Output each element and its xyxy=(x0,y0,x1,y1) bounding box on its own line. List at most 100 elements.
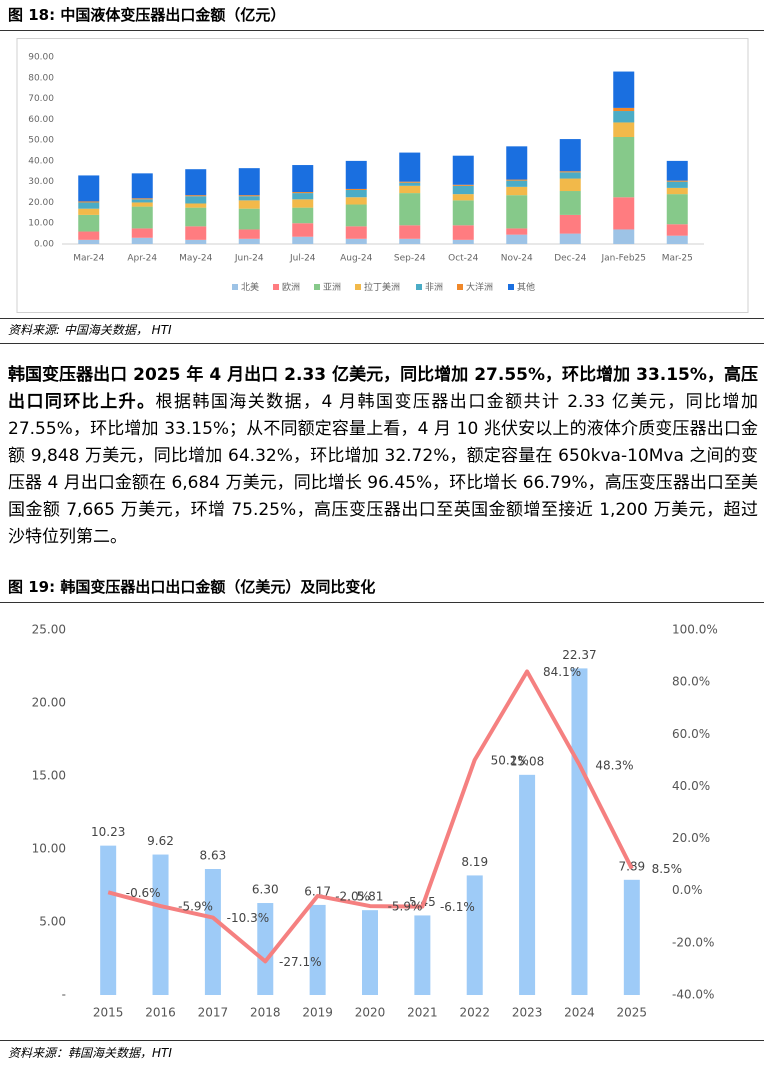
bar-segment xyxy=(78,202,100,209)
data-label: 22.37 xyxy=(562,648,596,662)
bar-segment xyxy=(666,187,688,195)
body-text: 根据韩国海关数据，4 月韩国变压器出口金额共计 2.33 亿美元，同比增加 27… xyxy=(8,392,758,547)
bar-segment xyxy=(238,200,260,209)
bar-segment xyxy=(238,168,260,196)
rule xyxy=(0,30,764,31)
x-tick-label: Aug-24 xyxy=(340,254,373,264)
bar-segment xyxy=(292,199,314,208)
bar-segment xyxy=(559,172,581,179)
data-label: -6.1% xyxy=(440,900,475,914)
bar-segment xyxy=(559,214,581,234)
bar-segment xyxy=(399,185,421,194)
x-tick-label: Sep-24 xyxy=(394,254,426,264)
bar-segment xyxy=(345,188,367,190)
x-tick-label: 2022 xyxy=(459,1006,490,1020)
data-label: 6.30 xyxy=(252,883,279,897)
bar-segment xyxy=(131,173,153,199)
bar-segment xyxy=(345,189,367,198)
x-tick-label: Oct-24 xyxy=(448,254,479,264)
legend-label: 欧洲 xyxy=(282,281,300,293)
bar xyxy=(257,903,274,995)
bar-segment xyxy=(399,182,421,186)
x-tick-label: 2016 xyxy=(145,1006,176,1020)
legend-label: 非洲 xyxy=(425,281,443,293)
x-tick-label: 2024 xyxy=(564,1006,595,1020)
data-label: 10.23 xyxy=(91,825,125,839)
tick-label: 10.00 xyxy=(32,842,66,856)
bar xyxy=(571,668,588,995)
bar-segment xyxy=(238,238,260,244)
bar-segment xyxy=(506,228,528,235)
data-label: 5.81 xyxy=(357,890,384,904)
bar-segment xyxy=(185,207,207,227)
tick-label: -20.0% xyxy=(672,935,714,949)
bar-segment xyxy=(506,195,528,229)
data-label: 48.3% xyxy=(595,758,633,772)
rule xyxy=(0,1040,764,1041)
bar-segment xyxy=(185,195,207,197)
tick-label: 20.00 xyxy=(28,198,54,208)
x-tick-label: 2020 xyxy=(355,1006,386,1020)
legend-swatch xyxy=(232,284,238,290)
bar-segment xyxy=(506,186,528,196)
legend-swatch xyxy=(273,284,279,290)
legend-swatch xyxy=(314,284,320,290)
bar-segment xyxy=(185,226,207,240)
chart: 0.00 10.00 20.00 30.00 40.00 50.00 60.00 70.00 8… xyxy=(16,38,749,313)
bar-segment xyxy=(292,207,314,224)
bar-segment xyxy=(666,180,688,182)
data-label: 8.19 xyxy=(461,855,488,869)
data-label: 15.08 xyxy=(510,754,544,768)
tick-label: - xyxy=(62,988,66,1002)
data-label: -10.3% xyxy=(227,911,269,925)
bar-segment xyxy=(666,224,688,236)
tick-label: 10.00 xyxy=(28,219,54,229)
bar-segment xyxy=(78,175,100,202)
bar-segment xyxy=(613,136,635,198)
tick-label: 5.00 xyxy=(39,915,66,929)
legend-swatch xyxy=(416,284,422,290)
bar-segment xyxy=(559,191,581,215)
bar-segment xyxy=(399,238,421,244)
bar-segment xyxy=(613,229,635,244)
data-label: -27.1% xyxy=(279,955,321,969)
bar-segment xyxy=(345,197,367,205)
source-note: 资料来源: 中国海关数据， HTI xyxy=(8,323,172,337)
x-tick-label: 2017 xyxy=(198,1006,229,1020)
bar-segment xyxy=(345,204,367,227)
chart-frame xyxy=(16,38,749,313)
bar-segment xyxy=(452,239,474,244)
tick-label: -40.0% xyxy=(672,988,714,1002)
chart: - 5.00 10.00 15.00 20.00 25.00 -40.0% -20.0% 0.0… xyxy=(32,623,718,1020)
data-label: 84.1% xyxy=(543,665,581,679)
tick-label: 60.0% xyxy=(672,727,710,741)
x-tick-label: 2015 xyxy=(93,1006,124,1020)
bar-segment xyxy=(452,155,474,185)
bar xyxy=(204,869,221,995)
bar-segment xyxy=(666,160,688,181)
bar-segment xyxy=(613,111,635,123)
bar-segment xyxy=(185,239,207,244)
bar-segment xyxy=(559,171,581,173)
rule xyxy=(0,602,764,603)
bar-segment xyxy=(78,231,100,240)
data-label: 8.63 xyxy=(200,849,227,863)
bar-segment xyxy=(238,195,260,197)
x-tick-label: Jun-24 xyxy=(234,254,264,264)
tick-label: 20.00 xyxy=(32,696,66,710)
rule xyxy=(0,343,764,344)
bar-segment xyxy=(345,160,367,189)
bar-segment xyxy=(506,234,528,244)
bar-segment xyxy=(452,225,474,240)
tick-label: 60.00 xyxy=(28,115,54,125)
rule xyxy=(0,318,764,319)
lead-text: 韩国变压器出口 2025 年 4 月出口 2.33 亿美元，同比增加 27.55… xyxy=(8,365,758,412)
x-tick-label: Apr-24 xyxy=(127,254,157,264)
tick-label: 40.0% xyxy=(672,779,710,793)
legend-swatch xyxy=(508,284,514,290)
tick-label: 80.0% xyxy=(672,675,710,689)
bar xyxy=(100,845,117,995)
x-tick-label: Mar-25 xyxy=(662,254,693,264)
bar-segment xyxy=(666,181,688,188)
